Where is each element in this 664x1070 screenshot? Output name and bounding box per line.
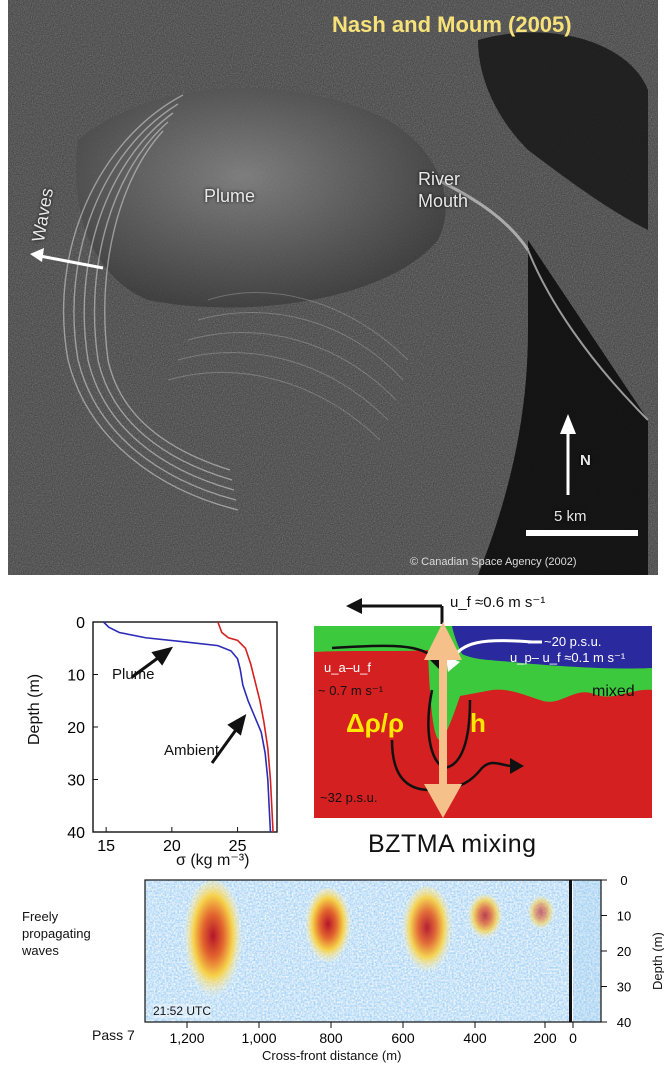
echogram-xlabel: Cross-front distance (m) (262, 1048, 402, 1063)
echogram-y-tick-label: 30 (617, 980, 631, 995)
river-mouth-label: River Mouth (418, 169, 469, 211)
plume-speed-label: u_p– u_f ≈0.1 m s⁻¹ (510, 650, 626, 665)
satellite-scene (8, 0, 658, 575)
scale-label: 5 km (554, 508, 587, 525)
echogram-pass-label: Pass 7 (92, 1027, 135, 1043)
satellite-title: Nash and Moum (2005) (332, 12, 572, 37)
y-tick-label: 10 (67, 668, 85, 685)
interface-arrow (439, 654, 447, 790)
ambient-speed-label: ~ 0.7 m s⁻¹ (318, 683, 384, 698)
plume-layer (452, 626, 652, 669)
plume-salinity-label: ~20 p.s.u. (544, 634, 602, 649)
echogram-axes: 1,200 1,000 800 600 400 200 0 0 10 20 30 40 (144, 875, 631, 1046)
frontal-schematic (314, 598, 652, 818)
x-tick-label: 25 (229, 838, 247, 855)
echogram-side-label: Freely propagating waves (22, 909, 91, 958)
plume-curve-label: Plume (112, 666, 155, 683)
y-tick-label: 20 (67, 720, 85, 737)
echogram-strip (573, 880, 601, 1022)
echogram-y-tick-label: 0 (620, 875, 627, 888)
density-ratio-label: Δρ/ρ (346, 708, 405, 738)
echogram-image: 21:52 UTC (145, 880, 569, 1022)
series-line-ambient (217, 621, 274, 833)
density-profile-chart: 15 20 25 0 10 20 30 40 (67, 615, 278, 855)
ambient-curve-label: Ambient (164, 742, 220, 759)
echogram-x-tick-label: 800 (319, 1030, 343, 1046)
echogram-x-tick-label: 600 (391, 1030, 415, 1046)
satellite-image: Nash and Moum (2005) Waves Plume River M… (8, 0, 658, 575)
x-tick-label: 15 (97, 838, 115, 855)
y-tick-label: 30 (67, 773, 85, 790)
mixed-label: mixed (592, 683, 635, 700)
image-credit: © Canadian Space Agency (2002) (410, 556, 577, 568)
bztma-title: BZTMA mixing (368, 830, 537, 858)
echogram-time: 21:52 UTC (153, 1004, 212, 1018)
north-label: N (580, 452, 591, 469)
ambient-salinity-label: ~32 p.s.u. (320, 790, 378, 805)
echogram-x-tick-label: 1,000 (241, 1030, 276, 1046)
echogram-y-tick-label: 10 (617, 909, 631, 924)
ambient-relative-speed-label: u_a–u_f (324, 660, 371, 675)
thickness-label: h (470, 708, 486, 738)
echogram-x-tick-label: 400 (463, 1030, 487, 1046)
front-speed-label: u_f ≈0.6 m s⁻¹ (450, 594, 546, 611)
plot-frame (92, 621, 278, 833)
profile-xlabel: σ (kg m⁻³) (176, 852, 250, 869)
echogram-y-tick-label: 20 (617, 944, 631, 959)
front-marker-line (569, 880, 572, 1022)
profile-ylabel: Depth (m) (26, 673, 43, 745)
x-tick-label: 20 (163, 838, 181, 855)
series-line-plume (102, 621, 272, 833)
echogram-x-tick-label: 0 (569, 1030, 577, 1046)
echogram-y-tick-label: 40 (617, 1015, 631, 1030)
plume-label: Plume (204, 186, 256, 206)
echogram-ylabel: Depth (m) (650, 932, 664, 990)
y-tick-label: 0 (76, 615, 85, 632)
echogram-x-tick-label: 1,200 (169, 1030, 204, 1046)
y-tick-label: 40 (67, 825, 85, 842)
echogram-x-tick-label: 200 (533, 1030, 557, 1046)
